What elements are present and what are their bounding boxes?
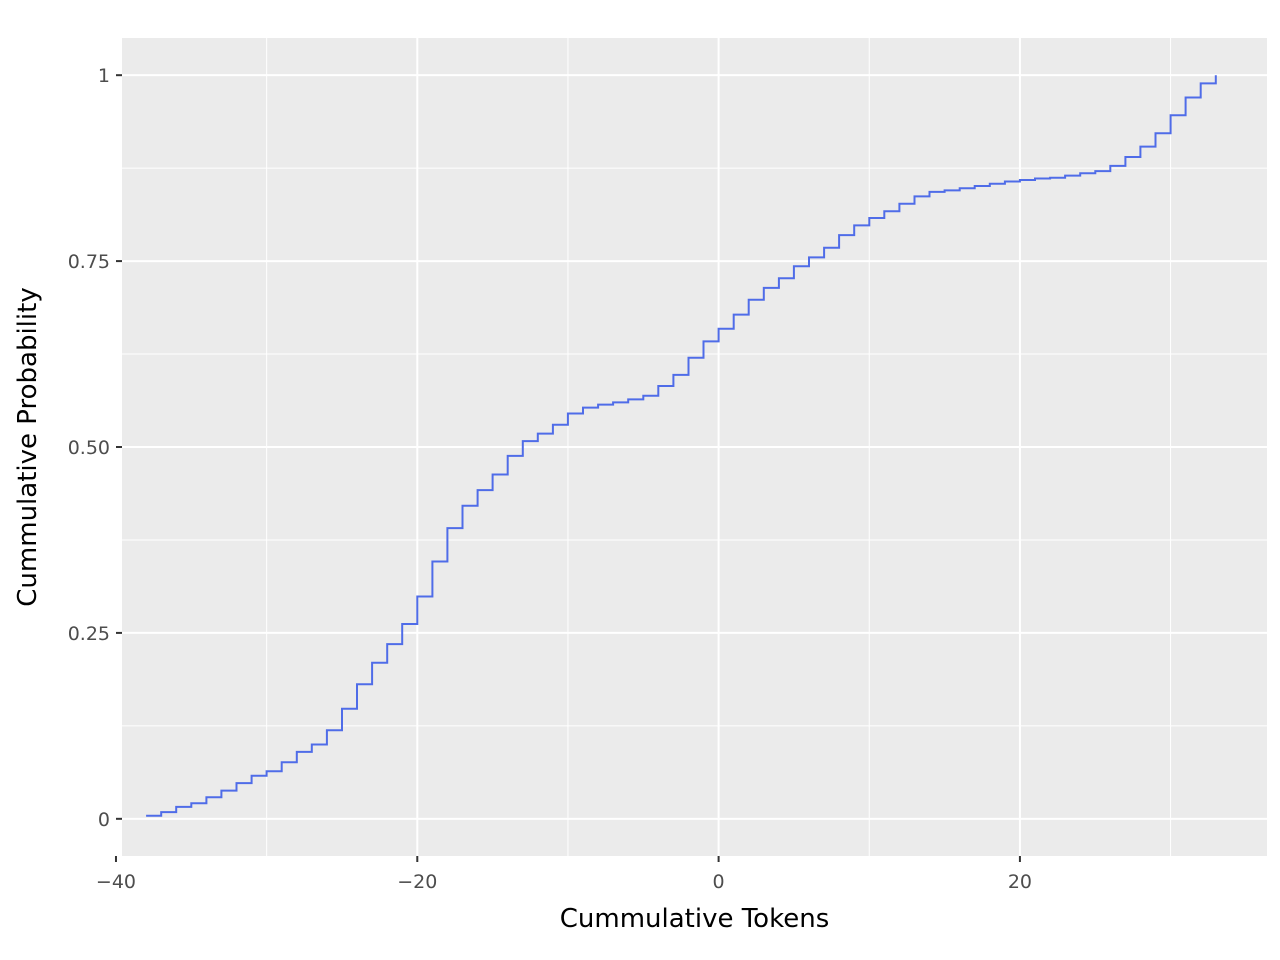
y-tick-label: 0.50 <box>68 437 110 459</box>
y-tick-label: 0.25 <box>68 623 110 645</box>
x-tick-label: −40 <box>96 871 136 893</box>
x-tick-label: 20 <box>1008 871 1032 893</box>
y-tick-label: 0 <box>98 809 110 831</box>
y-axis-title: Cummulative Probability <box>13 287 43 606</box>
major-gridlines <box>114 38 1267 856</box>
y-tick-label: 0.75 <box>68 251 110 273</box>
x-axis-ticks: −40 −20 0 20 <box>96 856 1032 893</box>
y-axis-ticks: 0 0.25 0.50 0.75 1 <box>68 65 122 831</box>
x-tick-label: −20 <box>397 871 437 893</box>
series-step-line <box>146 75 1217 817</box>
y-tick-label: 1 <box>98 65 110 87</box>
x-tick-label: 0 <box>713 871 725 893</box>
x-axis-title: Cummulative Tokens <box>560 904 830 934</box>
